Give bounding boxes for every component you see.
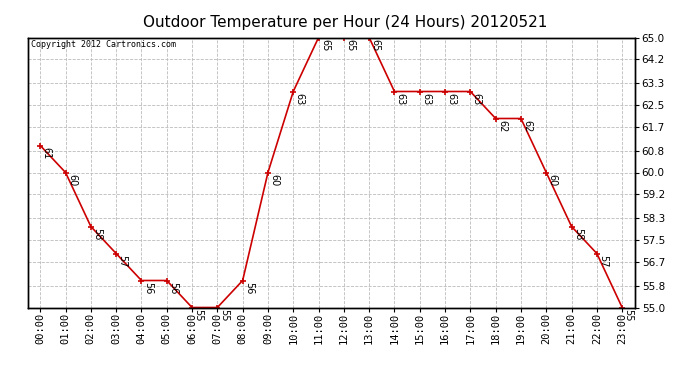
Text: 55: 55	[193, 309, 204, 321]
Text: 63: 63	[472, 93, 482, 105]
Text: 62: 62	[497, 120, 507, 132]
Text: 65: 65	[345, 39, 355, 51]
Text: 65: 65	[320, 39, 330, 51]
Text: 61: 61	[41, 147, 52, 159]
Text: Outdoor Temperature per Hour (24 Hours) 20120521: Outdoor Temperature per Hour (24 Hours) …	[143, 15, 547, 30]
Text: 60: 60	[548, 174, 558, 186]
Text: 63: 63	[446, 93, 457, 105]
Text: 58: 58	[92, 228, 102, 240]
Text: 62: 62	[522, 120, 533, 132]
Text: 63: 63	[421, 93, 431, 105]
Text: 60: 60	[269, 174, 279, 186]
Text: 65: 65	[371, 39, 381, 51]
Text: 55: 55	[219, 309, 229, 321]
Text: 55: 55	[624, 309, 633, 321]
Text: 56: 56	[244, 282, 254, 294]
Text: 57: 57	[117, 255, 128, 267]
Text: 56: 56	[168, 282, 178, 294]
Text: 56: 56	[143, 282, 153, 294]
Text: 63: 63	[396, 93, 406, 105]
Text: 60: 60	[67, 174, 77, 186]
Text: Copyright 2012 Cartronics.com: Copyright 2012 Cartronics.com	[30, 40, 176, 49]
Text: 58: 58	[573, 228, 583, 240]
Text: 63: 63	[295, 93, 305, 105]
Text: 57: 57	[598, 255, 609, 267]
